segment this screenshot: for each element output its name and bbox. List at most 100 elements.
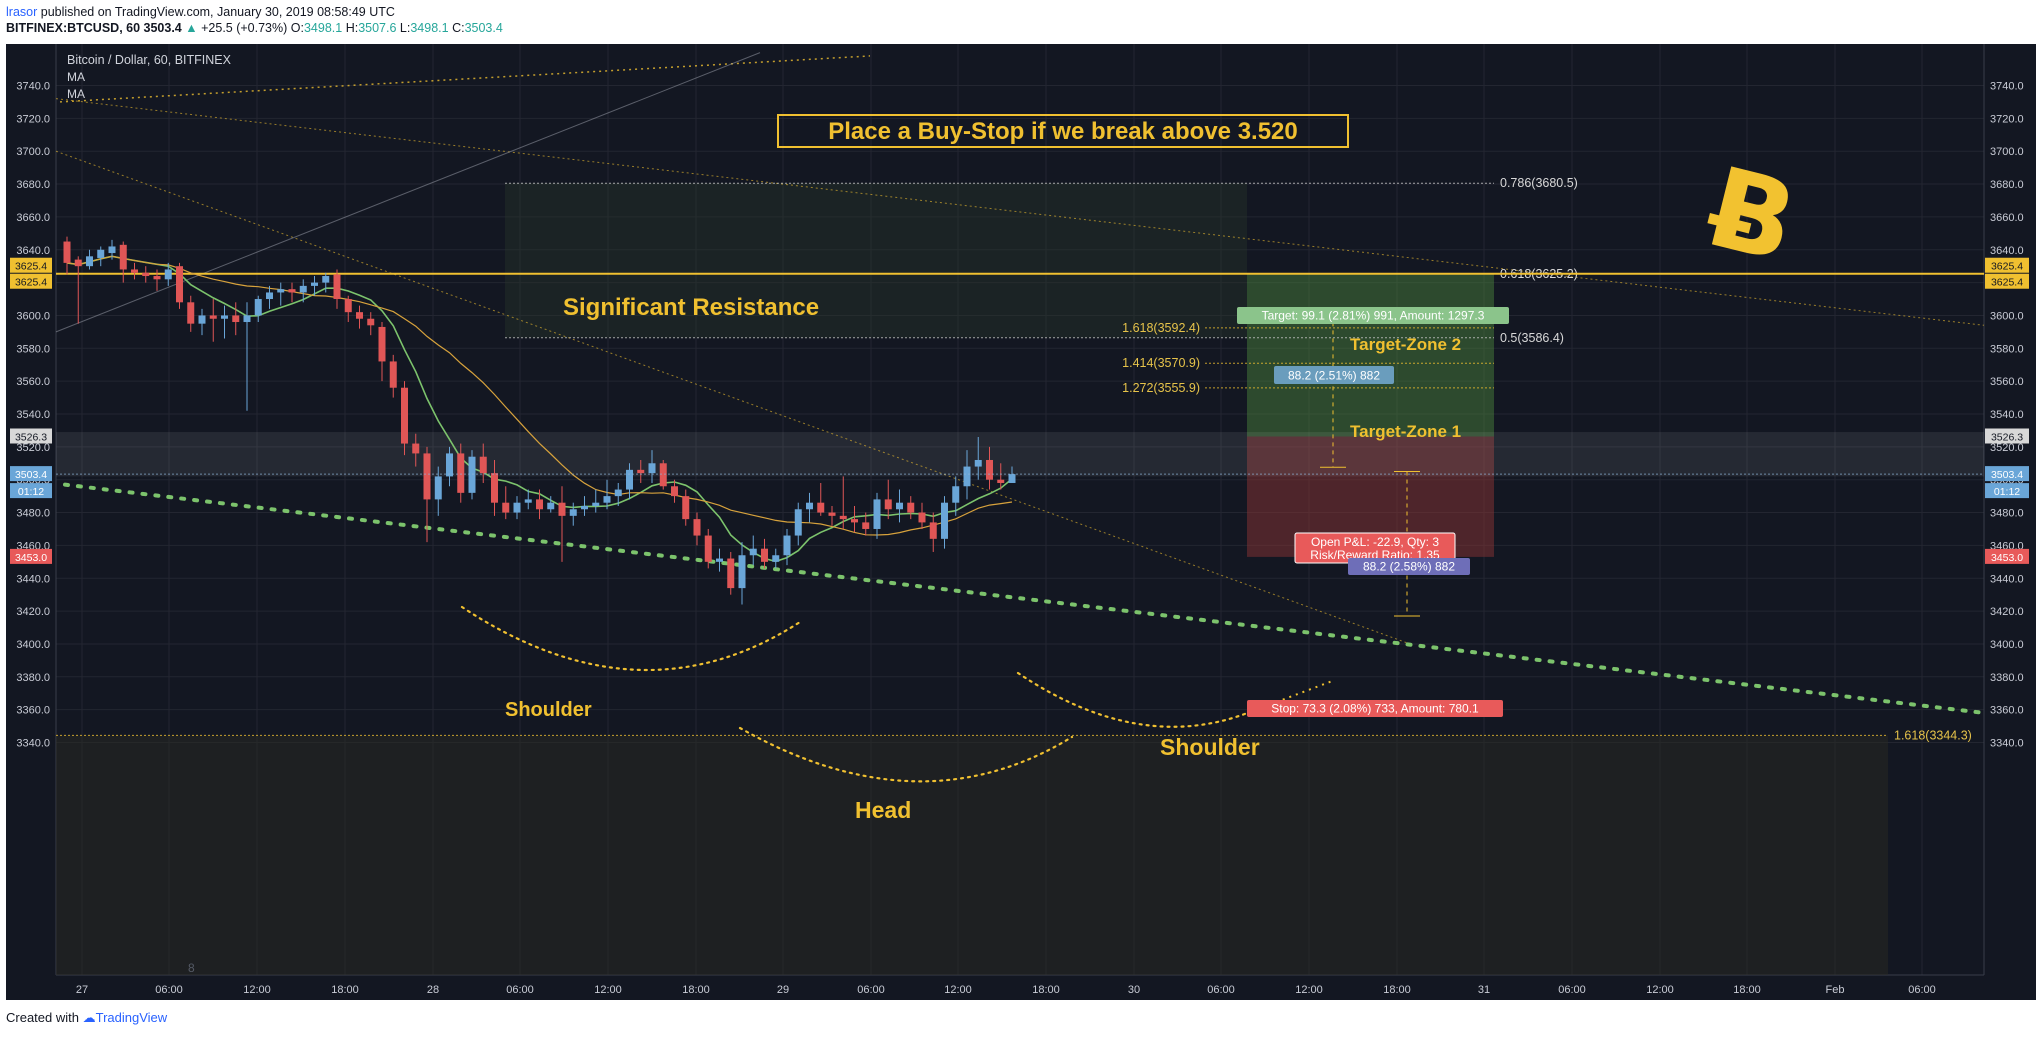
candle-body (153, 276, 161, 280)
candle-body (389, 361, 397, 388)
x-tick-label: 28 (427, 984, 439, 996)
candle-body (614, 489, 622, 497)
candle-body (266, 292, 273, 300)
descending-trend-line (55, 98, 1985, 326)
candle-body (738, 555, 746, 589)
y-tick-label-right: 3580.0 (1990, 343, 2024, 355)
candle-body (963, 466, 971, 487)
target-zone-1-label: Target-Zone 1 (1350, 422, 1461, 441)
candle-body (221, 315, 228, 319)
candle-body (119, 244, 127, 270)
fib-shaded-area (505, 183, 1247, 338)
price-tag-right-bg (1985, 466, 2029, 482)
candle-body (772, 555, 780, 562)
y-tick-label-left: 3520.0 (16, 442, 50, 454)
candle-body (637, 469, 645, 474)
change-text: +25.5 (+0.73%) (201, 21, 288, 35)
y-tick-label-right: 3640.0 (1990, 245, 2024, 257)
candle-body (288, 289, 296, 293)
x-tick-label: 12:00 (594, 984, 622, 996)
candle-body (1008, 474, 1016, 483)
price-tag-right: 3625.4 (1991, 277, 2023, 289)
candle-body (254, 299, 262, 316)
x-tick-label: 30 (1128, 984, 1140, 996)
candle-body (862, 522, 870, 529)
x-tick-label: 06:00 (1908, 984, 1936, 996)
target-label-bg (1237, 307, 1509, 324)
price-tag-right-bg (1985, 428, 2029, 444)
ohlc-line: BITFINEX:BTCUSD, 60 3503.4 ▲ +25.5 (+0.7… (6, 21, 503, 35)
x-tick-label: 27 (76, 984, 88, 996)
candle-body (648, 463, 656, 474)
candle-body (659, 463, 667, 487)
price-tag-right: 3625.4 (1991, 261, 2023, 273)
buy-stop-box (777, 114, 1349, 148)
candle-body (536, 499, 543, 510)
x-tick-label: Feb (1826, 984, 1845, 996)
candle-body (232, 315, 240, 323)
target-zone-fill (1247, 273, 1494, 437)
measure-down-label: 88.2 (2.58%) 882 (1363, 560, 1455, 574)
candle-body (569, 509, 577, 516)
candle-body (693, 519, 701, 536)
candle-body (794, 509, 802, 536)
candle-body (86, 256, 93, 267)
author-link[interactable]: lrasor (6, 5, 38, 19)
right-axis-background (1984, 44, 2036, 975)
price-tag-right: 01:12 (1994, 486, 2020, 498)
candle-body (524, 499, 532, 503)
candle-body (412, 443, 420, 454)
candle-body (671, 486, 678, 497)
candle-body (817, 502, 825, 513)
price-chart[interactable]: 0.786(3680.5)0.618(3625.2)0.5(3586.4)1.6… (0, 0, 2041, 1000)
candle-body (986, 459, 993, 480)
y-tick-label-left: 3420.0 (16, 606, 50, 618)
candle-body (401, 387, 408, 444)
y-tick-label-left: 3380.0 (16, 672, 50, 684)
candle-body (592, 502, 600, 506)
legend-ma-2: MA (67, 87, 85, 101)
price-tag-right-bg (1985, 483, 2029, 499)
price-tag-left: 3503.4 (15, 469, 47, 481)
measure-up-label-bg (1274, 366, 1394, 384)
published-text: published on TradingView.com, January 30… (37, 5, 395, 19)
candle-body (873, 499, 881, 529)
candle-body (704, 535, 712, 562)
candle-body (547, 502, 555, 510)
candle-body (896, 502, 903, 510)
x-tick-label: 18:00 (1032, 984, 1060, 996)
pnl-label: Open P&L: -22.9, Qty: 3 (1311, 535, 1439, 549)
candle-body (974, 459, 982, 467)
candle-body (97, 249, 105, 258)
footer: Created with ☁TradingView (6, 1010, 167, 1026)
candle-body (479, 456, 487, 474)
measure-down-label-bg (1348, 558, 1470, 575)
y-tick-label-right: 3560.0 (1990, 376, 2024, 388)
entry-band (56, 432, 1984, 477)
candle-body (108, 246, 116, 254)
y-tick-label-left: 3360.0 (16, 705, 50, 717)
left-axis-background (6, 44, 56, 975)
price-tag-left-bg (10, 466, 52, 482)
tradingview-link[interactable]: TradingView (95, 1010, 168, 1025)
x-tick-label: 18:00 (331, 984, 359, 996)
buy-stop-annotation: Place a Buy-Stop if we break above 3.520 (828, 118, 1298, 145)
candle-body (367, 318, 375, 326)
price-tag-left: 3526.3 (15, 432, 47, 444)
tradingview-logo-icon: ☁ (82, 1010, 96, 1025)
y-tick-label-right: 3740.0 (1990, 81, 2024, 93)
y-tick-label-left: 3540.0 (16, 409, 50, 421)
y-tick-label-right: 3380.0 (1990, 672, 2024, 684)
target-zone-2-label: Target-Zone 2 (1350, 335, 1461, 354)
y-tick-label-left: 3720.0 (16, 113, 50, 125)
target-label: Target: 99.1 (2.81%) 991, Amount: 1297.3 (1262, 309, 1485, 323)
price-tag-right-bg (1985, 273, 2029, 289)
candle-body (761, 548, 768, 562)
extension-label: 1.618(3592.4) (1122, 321, 1200, 335)
candle-body (491, 473, 498, 503)
candle-body (581, 505, 588, 510)
y-tick-label-right: 3520.0 (1990, 442, 2024, 454)
x-tick-label: 18:00 (682, 984, 710, 996)
y-tick-label-right: 3480.0 (1990, 508, 2024, 520)
y-tick-label-left: 3480.0 (16, 508, 50, 520)
